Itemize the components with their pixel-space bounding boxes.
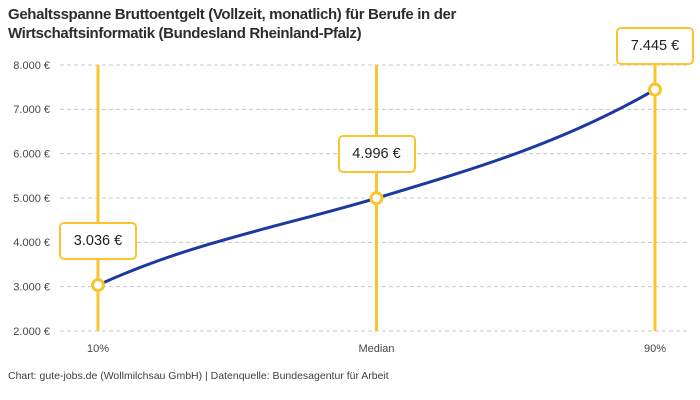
y-tick-label: 7.000 €	[13, 104, 50, 116]
y-tick-label: 4.000 €	[13, 237, 50, 249]
x-tick-label: 90%	[644, 343, 666, 355]
y-tick-label: 3.000 €	[13, 282, 50, 294]
data-point-marker	[369, 191, 384, 206]
x-tick-label: Median	[358, 343, 394, 355]
x-tick-label: 10%	[87, 343, 109, 355]
data-point-marker	[648, 82, 662, 97]
chart-credit: Chart: gute-jobs.de (Wollmilchsau GmbH) …	[8, 370, 389, 382]
chart-title-line-1: Gehaltsspanne Bruttoentgelt (Vollzeit, m…	[8, 6, 456, 23]
y-tick-label: 2.000 €	[13, 326, 50, 338]
y-tick-label: 6.000 €	[13, 149, 50, 161]
data-point-marker	[91, 278, 105, 293]
value-label: 3.036 €	[59, 222, 137, 261]
y-tick-label: 8.000 €	[13, 60, 50, 72]
chart-title: Gehaltsspanne Bruttoentgelt (Vollzeit, m…	[8, 5, 568, 43]
chart-title-line-2: Wirtschaftsinformatik (Bundesland Rheinl…	[8, 25, 362, 42]
y-tick-label: 5.000 €	[13, 193, 50, 205]
value-label: 7.445 €	[616, 26, 694, 65]
value-label: 4.996 €	[337, 135, 416, 174]
